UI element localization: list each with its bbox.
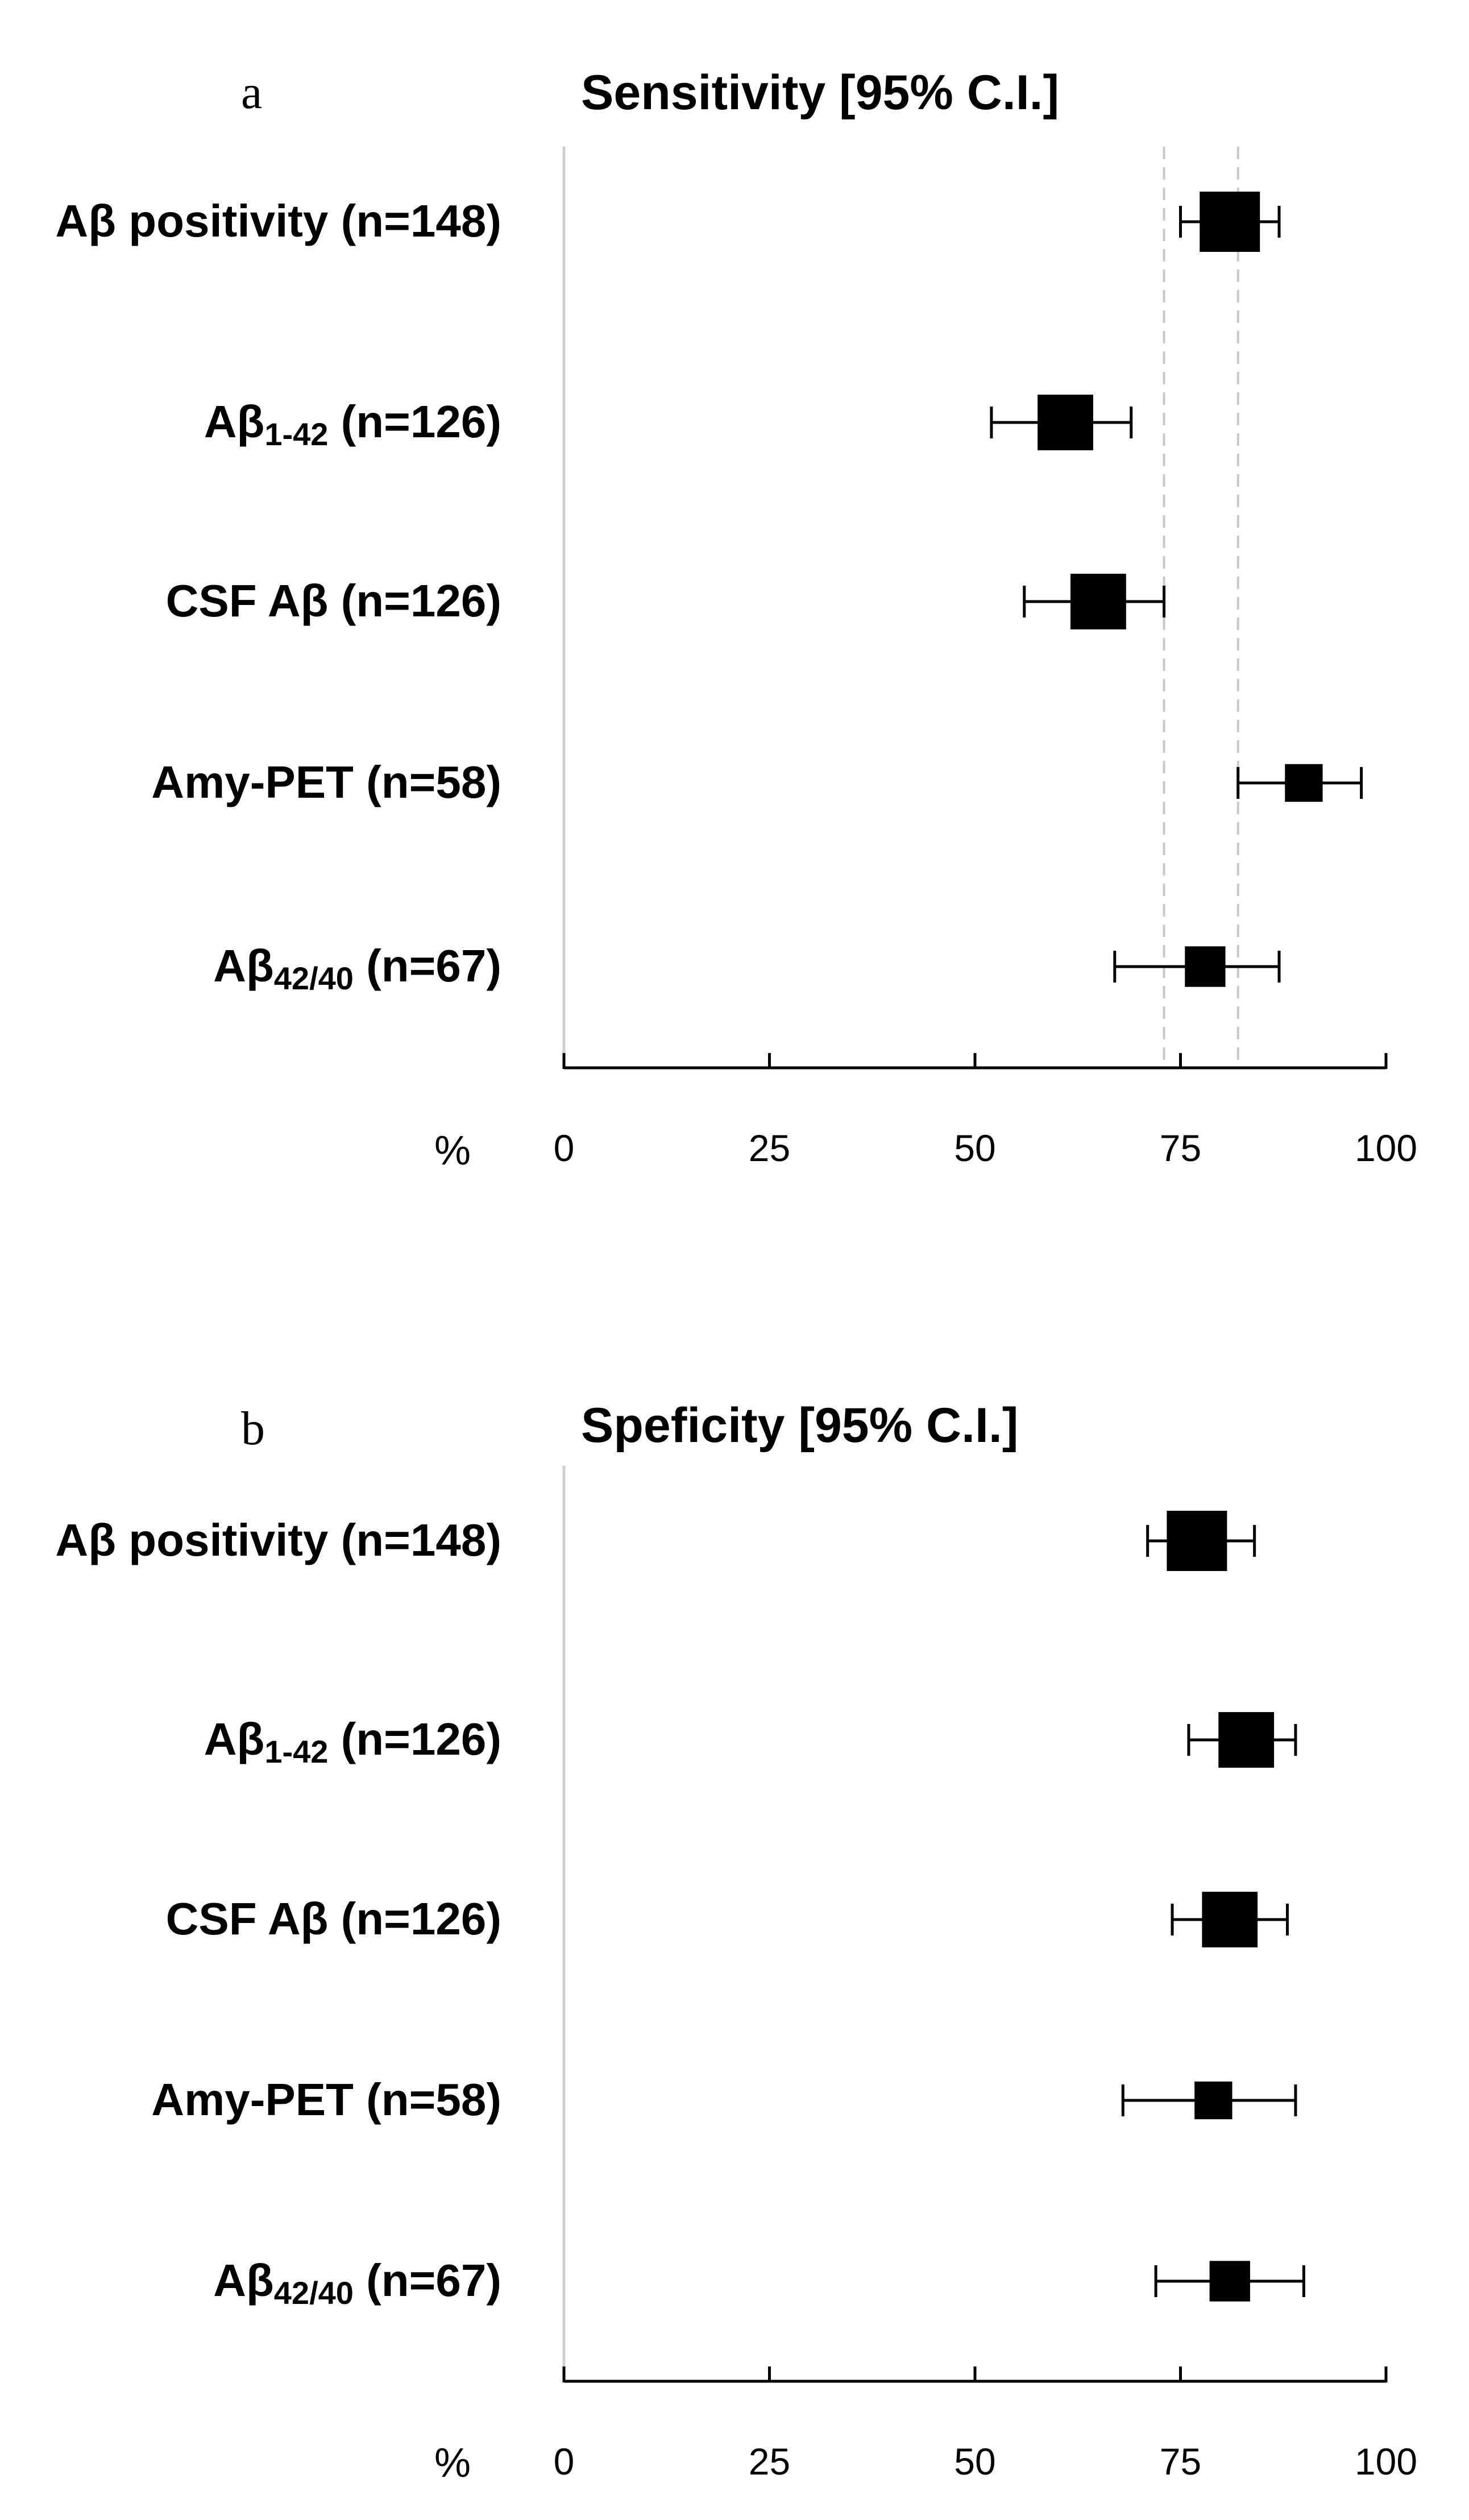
x-tick-label: 25 bbox=[749, 1127, 790, 1169]
x-axis-unit: % bbox=[434, 1128, 471, 1174]
panel-label: a bbox=[241, 66, 262, 119]
row-label-base: Aβ positivity bbox=[55, 1515, 329, 1565]
sensitivity-panel: a Sensitivity [95% C.I.] Aβ positivity (n=… bbox=[55, 65, 1417, 1174]
panel-title: Sensitivity [95% C.I.] bbox=[581, 65, 1059, 120]
row-label: Amy-PET (n=58) bbox=[151, 2074, 501, 2125]
row-label: CSF Aβ (n=126) bbox=[166, 575, 501, 626]
x-axis-unit: % bbox=[434, 2440, 471, 2486]
forest-row: Amy-PET (n=58) bbox=[151, 757, 1363, 807]
row-label-count: (n=126) bbox=[328, 1893, 501, 1944]
x-tick-label: 0 bbox=[554, 2440, 575, 2482]
row-label-count: (n=58) bbox=[354, 2074, 501, 2125]
point-estimate-square bbox=[1285, 764, 1323, 802]
row-label-subscript: 42/40 bbox=[274, 2275, 354, 2311]
row-label-base: Aβ bbox=[204, 396, 265, 447]
row-label-subscript: 42/40 bbox=[274, 960, 354, 996]
point-estimate-square bbox=[1202, 1892, 1258, 1947]
row-label-count: (n=126) bbox=[328, 575, 501, 626]
row-label: Aβ42/40 (n=67) bbox=[213, 2255, 501, 2311]
x-tick-label: 100 bbox=[1355, 1127, 1417, 1169]
point-estimate-square bbox=[1070, 574, 1126, 629]
point-estimate-square bbox=[1209, 2261, 1250, 2302]
row-label-base: Aβ bbox=[204, 1714, 265, 1764]
row-label-count: (n=58) bbox=[354, 757, 501, 807]
row-label-count: (n=126) bbox=[328, 396, 501, 447]
x-tick-label: 75 bbox=[1160, 1127, 1201, 1169]
point-estimate-square bbox=[1038, 395, 1093, 450]
row-label-count: (n=126) bbox=[328, 1714, 501, 1764]
row-label-base: Aβ bbox=[213, 940, 274, 991]
point-estimate-square bbox=[1218, 1712, 1275, 1768]
row-label-count: (n=148) bbox=[328, 1515, 501, 1565]
row-label: CSF Aβ (n=126) bbox=[166, 1893, 501, 1944]
forest-row: Aβ positivity (n=148) bbox=[55, 192, 1281, 252]
row-label-base: Amy-PET bbox=[151, 2074, 354, 2125]
x-tick-label: 0 bbox=[554, 1127, 575, 1169]
x-tick-label: 100 bbox=[1355, 2440, 1417, 2482]
row-label-base: CSF Aβ bbox=[166, 575, 329, 626]
row-label-count: (n=67) bbox=[354, 2255, 501, 2306]
point-estimate-square bbox=[1194, 2081, 1233, 2120]
row-label-base: CSF Aβ bbox=[166, 1893, 329, 1944]
row-label-base: Amy-PET bbox=[151, 757, 354, 807]
row-label-subscript: 1-42 bbox=[264, 416, 328, 452]
row-label: Aβ1-42 (n=126) bbox=[204, 1714, 501, 1769]
point-estimate-square bbox=[1200, 192, 1260, 252]
row-label: Amy-PET (n=58) bbox=[151, 757, 501, 807]
forest-row: CSF Aβ (n=126) bbox=[166, 1892, 1289, 1947]
row-label: Aβ positivity (n=148) bbox=[55, 196, 501, 246]
forest-row: CSF Aβ (n=126) bbox=[166, 574, 1166, 629]
specificity-panel: b Speficity [95% C.I.] Aβ positivity (n=14… bbox=[55, 1398, 1417, 2486]
forest-row: Aβ positivity (n=148) bbox=[55, 1511, 1256, 1571]
row-label: Aβ42/40 (n=67) bbox=[213, 940, 501, 996]
row-label-count: (n=67) bbox=[354, 940, 501, 991]
row-label: Aβ1-42 (n=126) bbox=[204, 396, 501, 452]
row-label-base: Aβ positivity bbox=[55, 196, 329, 246]
x-tick-label: 50 bbox=[954, 1127, 995, 1169]
panel-title: Speficity [95% C.I.] bbox=[581, 1398, 1018, 1453]
x-tick-label: 50 bbox=[954, 2440, 995, 2482]
forest-row: Amy-PET (n=58) bbox=[151, 2074, 1297, 2125]
row-label-count: (n=148) bbox=[328, 196, 501, 246]
point-estimate-square bbox=[1185, 946, 1226, 987]
forest-row: Aβ42/40 (n=67) bbox=[213, 2255, 1305, 2311]
row-label-base: Aβ bbox=[213, 2255, 274, 2306]
row-label-subscript: 1-42 bbox=[264, 1734, 328, 1769]
forest-row: Aβ42/40 (n=67) bbox=[213, 940, 1281, 996]
forest-row: Aβ1-42 (n=126) bbox=[204, 1712, 1297, 1769]
forest-row: Aβ1-42 (n=126) bbox=[204, 395, 1133, 452]
x-tick-label: 75 bbox=[1160, 2440, 1201, 2482]
panel-label: b bbox=[241, 1402, 265, 1455]
x-tick-label: 25 bbox=[749, 2440, 790, 2482]
point-estimate-square bbox=[1167, 1511, 1227, 1571]
row-label: Aβ positivity (n=148) bbox=[55, 1515, 501, 1565]
